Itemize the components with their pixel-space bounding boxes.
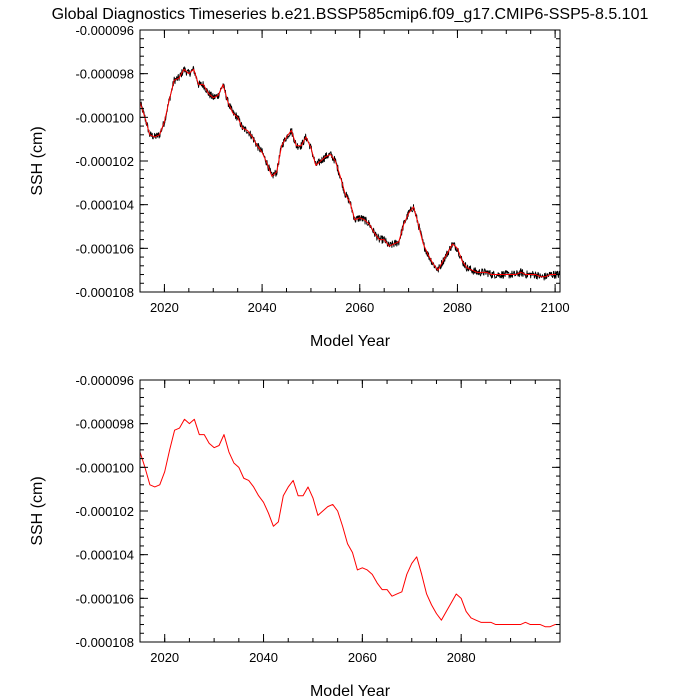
- bottom-x-axis-title: Model Year: [310, 683, 391, 700]
- bottom-y-axis-title: SSH (cm): [29, 476, 46, 545]
- bottom-x-tick-label: 2020: [150, 650, 179, 665]
- top-series-monthly-line: [139, 65, 561, 281]
- top-x-tick-label: 2020: [150, 300, 179, 315]
- bottom-y-tick-label: -0.000104: [75, 548, 134, 563]
- bottom-y-tick-label: -0.000100: [75, 460, 134, 475]
- bottom-y-tick-label: -0.000098: [75, 417, 134, 432]
- bottom-x-tick-label: 2080: [447, 650, 476, 665]
- top-x-tick-label: 2100: [541, 300, 570, 315]
- bottom-panel: 2020 2040 2060 2080 -0.000096 -0.000098 -0.000…: [29, 373, 561, 700]
- top-y-tick-label: -0.000104: [75, 198, 134, 213]
- bottom-y-tick-label: -0.000108: [75, 635, 134, 650]
- bottom-series-annual-mean-line: [139, 418, 560, 628]
- top-x-tick-label: 2040: [248, 300, 277, 315]
- top-panel: 2020 2040 2060 2080 2100 -0.000096 -0.000098 -0…: [29, 23, 570, 350]
- bottom-plot-frame: [139, 379, 561, 643]
- top-plot-frame: [139, 29, 561, 293]
- top-x-axis-title: Model Year: [310, 333, 391, 350]
- top-series-5-year-running-mean-line: [139, 68, 560, 278]
- top-y-tick-label: -0.000096: [75, 23, 134, 38]
- top-x-tick-label: 2080: [443, 300, 472, 315]
- top-y-tick-label: -0.000108: [75, 285, 134, 300]
- top-series-layer: [139, 65, 561, 281]
- bottom-y-tick-label: -0.000102: [75, 504, 134, 519]
- top-x-tick-label: 2060: [345, 300, 374, 315]
- bottom-ticks: 2020 2040 2060 2080 -0.000096 -0.000098 -0.000…: [75, 373, 561, 665]
- bottom-x-tick-label: 2060: [348, 650, 377, 665]
- top-y-tick-label: -0.000100: [75, 110, 134, 125]
- top-y-tick-label: -0.000098: [75, 67, 134, 82]
- bottom-y-tick-label: -0.000106: [75, 591, 134, 606]
- top-y-tick-label: -0.000102: [75, 154, 134, 169]
- figure-title: Global Diagnostics Timeseries b.e21.BSSP…: [52, 6, 649, 23]
- top-y-axis-title: SSH (cm): [29, 126, 46, 195]
- bottom-y-tick-label: -0.000096: [75, 373, 134, 388]
- bottom-x-tick-label: 2040: [249, 650, 278, 665]
- top-ticks: 2020 2040 2060 2080 2100 -0.000096 -0.000098 -0…: [75, 23, 569, 315]
- bottom-series-layer: [139, 418, 560, 628]
- top-y-tick-label: -0.000106: [75, 241, 134, 256]
